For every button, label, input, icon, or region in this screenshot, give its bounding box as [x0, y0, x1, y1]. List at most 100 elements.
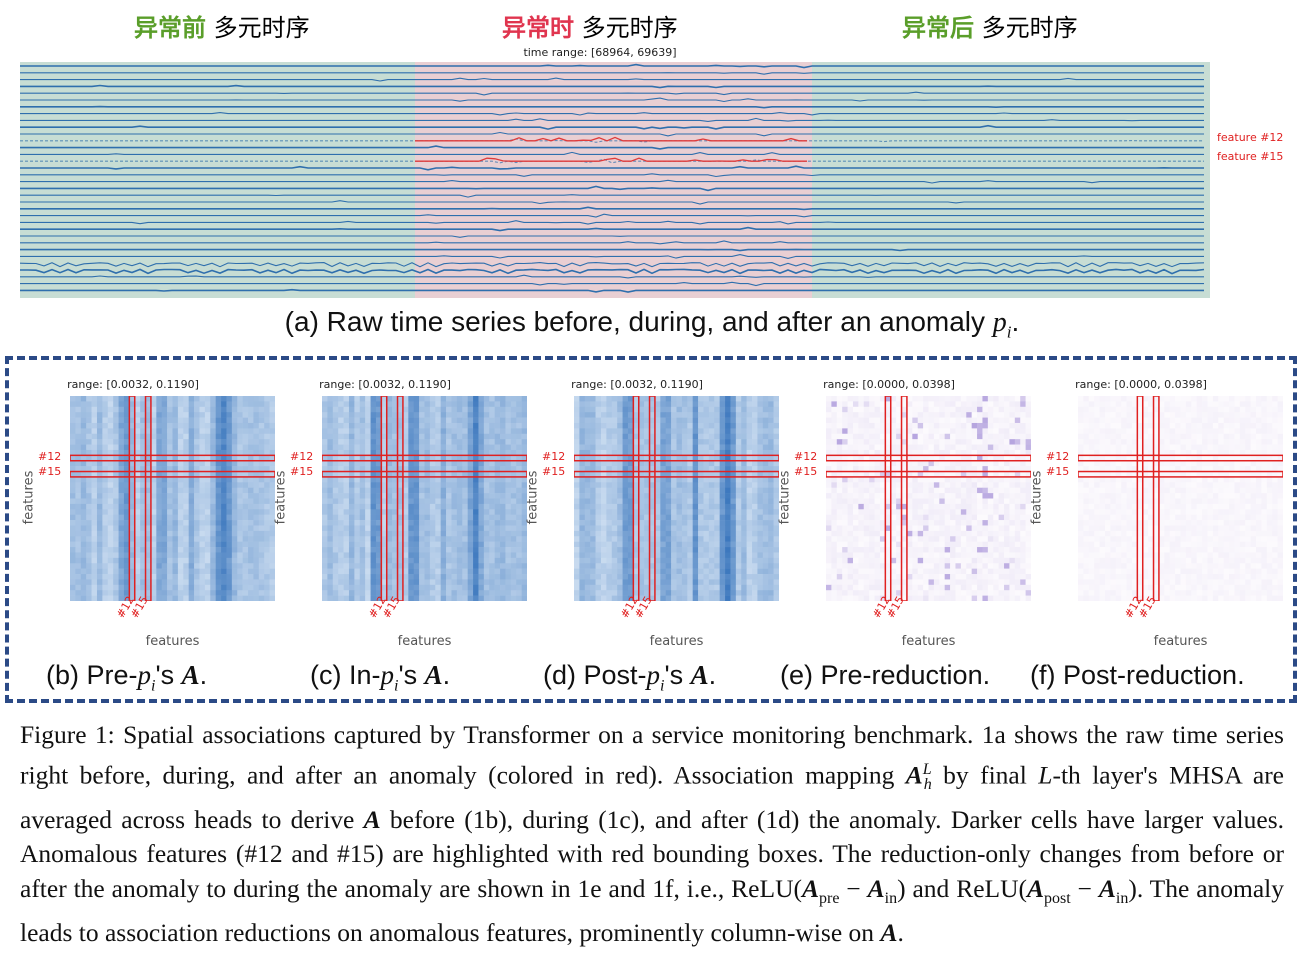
heatmap-cell — [392, 547, 398, 553]
heatmap-cell — [402, 417, 409, 424]
heatmap-cell — [221, 595, 227, 601]
heatmap-cell — [386, 584, 393, 591]
heatmap-cell — [221, 493, 227, 499]
heatmap-cell — [413, 482, 420, 489]
heatmap-cell — [467, 487, 474, 494]
heatmap-cell — [735, 439, 742, 445]
heatmap-cell — [521, 406, 527, 413]
heatmap-cell — [735, 541, 742, 548]
heatmap-cell — [204, 503, 211, 510]
heatmap-cell — [204, 493, 211, 499]
heatmap-cell — [188, 579, 195, 586]
heatmap-cell — [204, 541, 211, 548]
heatmap-cell — [348, 406, 355, 413]
heatmap-cell — [708, 433, 715, 440]
heatmap-cell — [489, 525, 495, 532]
heatmap-cell — [627, 568, 634, 575]
heatmap-cell — [600, 509, 607, 515]
heatmap-cell — [392, 498, 398, 505]
heatmap-cell — [226, 557, 233, 564]
heatmap-cell — [617, 498, 623, 505]
heatmap-cell — [735, 476, 742, 483]
heatmap-cell — [725, 428, 731, 435]
heatmap-cell — [735, 433, 742, 440]
heatmap-cell — [242, 590, 249, 596]
heatmap-cell — [478, 509, 485, 515]
heatmap-cell — [419, 482, 425, 489]
heatmap-cell — [242, 471, 249, 478]
heatmap-cell — [473, 574, 479, 580]
heatmap-cell — [714, 563, 720, 569]
heatmap-cell — [708, 584, 715, 591]
heatmap-cell — [977, 412, 983, 418]
heatmap-cell — [107, 482, 114, 489]
heatmap-cell — [505, 552, 512, 559]
heatmap-cell — [446, 525, 452, 532]
heatmap-cell — [714, 466, 720, 472]
heatmap-cell — [392, 406, 398, 413]
heatmap-cell — [215, 493, 222, 499]
y-axis-label: features — [525, 470, 541, 525]
heatmap-cell — [413, 428, 420, 435]
heatmap-cell — [194, 530, 200, 537]
heatmap-cell — [633, 584, 640, 591]
heatmap-cell — [253, 514, 260, 521]
heatmap-cell — [901, 449, 908, 456]
heatmap-cell — [478, 557, 485, 564]
heatmap-cell — [338, 552, 344, 559]
heatmap-cell — [70, 417, 76, 424]
heatmap-cell — [402, 412, 409, 418]
heatmap-cell — [338, 460, 344, 467]
heatmap-cell — [354, 536, 361, 542]
heatmap-cell — [375, 401, 382, 408]
heatmap-cell — [161, 552, 168, 559]
heatmap-cell — [478, 568, 485, 575]
heatmap-cell — [253, 401, 260, 408]
heatmap-cell — [199, 541, 206, 548]
heatmap-cell — [944, 460, 951, 467]
heatmap-cell — [397, 460, 404, 467]
heatmap-cell — [375, 584, 382, 591]
heatmap-cell — [129, 509, 136, 515]
heatmap-cell — [708, 541, 715, 548]
heatmap-cell — [714, 547, 720, 553]
heatmap-cell — [462, 482, 468, 489]
heatmap-cell — [322, 568, 328, 575]
heatmap-cell — [322, 444, 328, 451]
heatmap-cell — [505, 530, 512, 537]
heatmap-cell — [741, 471, 747, 478]
heatmap-cell — [762, 487, 769, 494]
heatmap-cell — [1025, 433, 1031, 440]
heatmap-cell — [676, 525, 683, 532]
heatmap-cell — [719, 514, 726, 521]
heatmap-cell — [392, 417, 398, 424]
heatmap-cell — [429, 455, 436, 462]
heatmap-cell — [397, 579, 404, 586]
heatmap-cell — [638, 574, 645, 580]
heatmap-cell — [521, 552, 527, 559]
heatmap-cell — [269, 466, 275, 472]
heatmap-cell — [424, 574, 431, 580]
heatmap-cell — [177, 520, 184, 526]
heatmap-cell — [617, 525, 623, 532]
heatmap-cell — [264, 590, 270, 596]
heatmap-cell — [264, 444, 270, 451]
heatmap-cell — [145, 595, 152, 601]
heatmap-cell — [456, 439, 463, 445]
heatmap-cell — [746, 530, 753, 537]
label-before-bold: 异常前 — [134, 14, 206, 42]
heatmap-cell — [579, 428, 586, 435]
heatmap-cell — [703, 530, 710, 537]
heatmap-cell — [140, 541, 146, 548]
heatmap-cell — [768, 503, 774, 510]
heatmap-cell — [483, 579, 490, 586]
heatmap-cell — [370, 574, 377, 580]
heatmap-cell — [768, 579, 774, 586]
heatmap-cell — [129, 493, 136, 499]
heatmap-cell — [248, 552, 254, 559]
heatmap-cell — [516, 568, 522, 575]
heatmap-cell — [730, 449, 737, 456]
heatmap-cell — [392, 595, 398, 601]
heatmap-cell — [831, 449, 838, 456]
heatmap-cell — [248, 493, 254, 499]
